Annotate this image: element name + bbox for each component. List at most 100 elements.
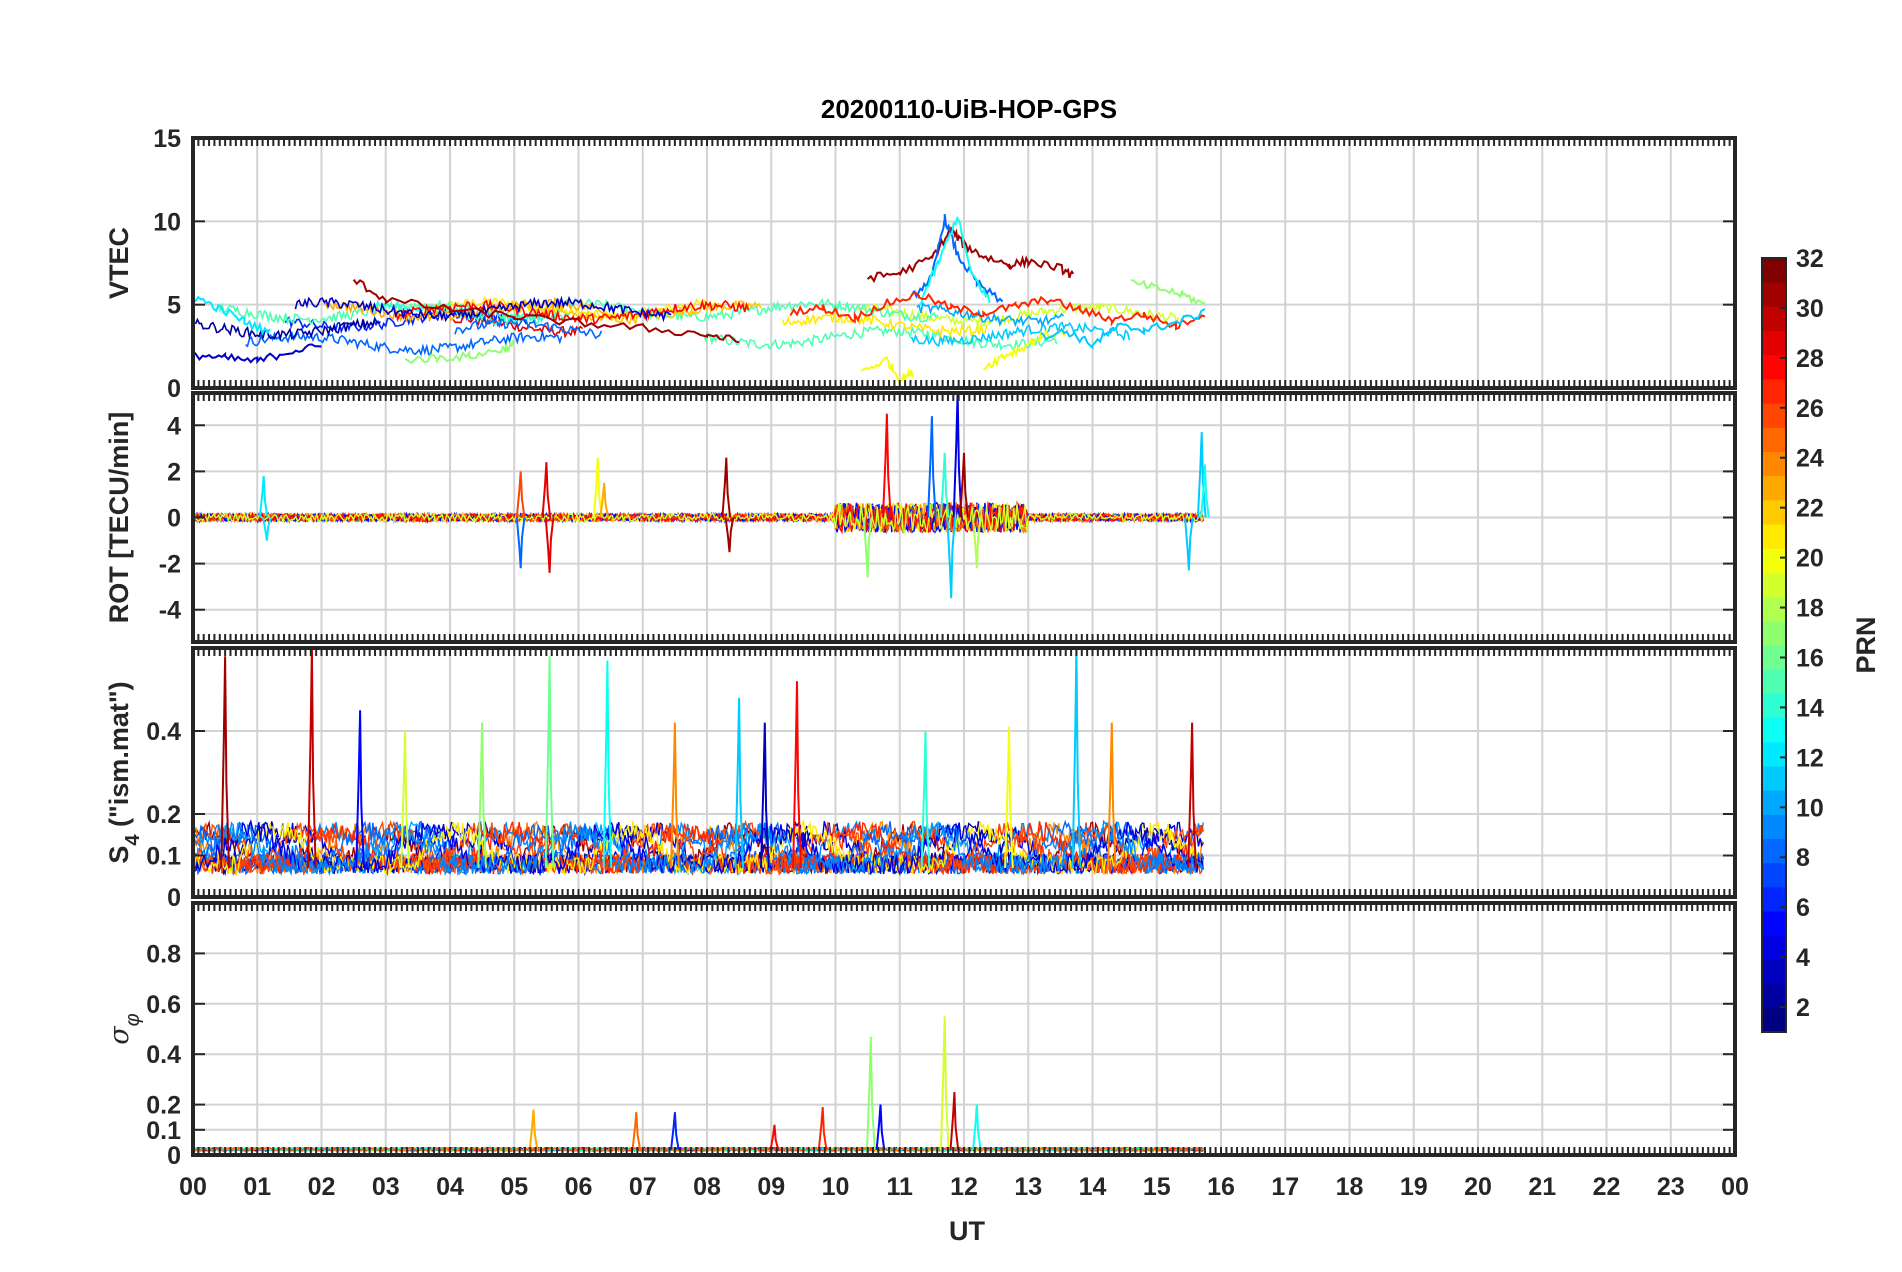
colorbar-segment (1762, 717, 1786, 743)
colorbar-label: PRN (1851, 616, 1881, 673)
spike-prn-17 (477, 722, 487, 869)
y-tick-label: 0.4 (146, 718, 181, 746)
colorbar-tick-label: 8 (1796, 844, 1810, 872)
colorbar-segment (1762, 790, 1786, 815)
colorbar-segment (1762, 524, 1786, 549)
y-tick-label: 0.1 (146, 1117, 181, 1145)
panel-s4: 0 0.1 0.2 0.4S4 ("ism.mat") (104, 646, 1737, 912)
series-prn-12 (193, 295, 271, 336)
x-tick-label: 23 (1657, 1173, 1685, 1201)
x-tick-label: 01 (243, 1173, 271, 1201)
x-tick-label: 06 (565, 1173, 593, 1201)
spike-prn-12 (258, 475, 269, 518)
x-tick-label: 20 (1464, 1173, 1492, 1201)
spike-prn-30 (949, 1091, 960, 1151)
colorbar-segment (1762, 258, 1786, 283)
spike-prn-20 (592, 457, 603, 518)
x-tick-label: 16 (1207, 1173, 1235, 1201)
spike-prn-31 (220, 656, 230, 869)
trace-prn-9 (193, 819, 1204, 877)
spike-prn-6 (670, 1112, 680, 1151)
trace-prn-11 (910, 321, 1131, 348)
series-prn-13 (918, 216, 991, 306)
spike-prn-26 (515, 471, 526, 518)
x-tick-label: 00 (1721, 1173, 1749, 1201)
colorbar-tick-label: 26 (1796, 395, 1824, 423)
y-axis-title-sigma: σφ (104, 1013, 144, 1044)
y-tick-label: 0 (167, 505, 181, 533)
spike-prn-31 (721, 457, 732, 518)
spike-prn-27 (817, 1107, 828, 1151)
trace-prn-4 (193, 819, 1204, 877)
colorbar-segment (1762, 959, 1786, 985)
minor-ticks-sigma (192, 903, 1736, 1155)
spike-prn-30 (1187, 722, 1197, 869)
x-tick-label: 08 (693, 1173, 721, 1201)
y-tick-label: 0.8 (146, 940, 181, 968)
spike-prn-17 (862, 517, 873, 578)
y-tick-label: 10 (153, 208, 181, 236)
colorbar-segment (1762, 572, 1786, 598)
x-tick-label: 19 (1400, 1173, 1428, 1201)
y-tick-label: -2 (159, 551, 181, 579)
series-s4 (193, 648, 1204, 877)
y-tick-label: 2 (167, 458, 181, 486)
colorbar-segment (1762, 911, 1786, 936)
x-axis-title: UT (949, 1216, 985, 1246)
colorbar-segment (1762, 306, 1786, 332)
panel-vtec: 0 5 10 15 VTEC (104, 125, 1737, 403)
x-axis: 00 01 02 03 04 05 06 07 08 09 10 11 12 13 14 15 16 17 18 19… (179, 1173, 1749, 1201)
chart-title: 20200110-UiB-HOP-GPS (821, 94, 1117, 124)
trace-prn-19 (193, 502, 1204, 535)
y-tick-label: 0.4 (146, 1041, 181, 1069)
spike-prn-28 (882, 413, 892, 518)
spike-prn-8 (927, 416, 937, 518)
grid-sigma (192, 903, 1736, 1156)
spike-prn-3 (760, 722, 770, 869)
spike-prn-11 (1071, 648, 1082, 869)
minor-ticks-rot (192, 393, 1736, 642)
colorbar-tick-label: 14 (1796, 694, 1824, 722)
series-rot (193, 393, 1210, 599)
colorbar-segment (1762, 693, 1786, 719)
spike-prn-11 (734, 697, 744, 869)
trace-prn-15 (555, 296, 939, 323)
x-tick-label: 15 (1143, 1173, 1171, 1201)
colorbar-segment (1762, 596, 1786, 622)
trace-prn-21 (781, 312, 988, 339)
trace-prn-15 (697, 323, 1058, 351)
x-tick-label: 04 (436, 1173, 464, 1201)
spike-prn-5 (355, 710, 365, 869)
trace-prn-9 (193, 820, 1204, 877)
spike-prn-23 (528, 1109, 539, 1151)
y-tick-label: 15 (153, 125, 181, 153)
trace-prn-25 (193, 1146, 1204, 1153)
x-tick-label: 05 (500, 1173, 528, 1201)
colorbar-segment (1762, 378, 1786, 404)
y-tick-label: 0.2 (146, 801, 181, 829)
colorbar-tick-label: 2 (1796, 994, 1810, 1022)
spike-prn-16 (544, 656, 555, 869)
spike-prn-13 (602, 660, 613, 869)
spike-prn-19 (400, 730, 410, 869)
y-tick-label: -4 (159, 597, 181, 625)
panel-sigma: 00.10.2 0.4 0.6 0.8 σφ (104, 901, 1737, 1170)
minor-ticks-s4 (192, 648, 1736, 897)
spike-prn-14 (920, 730, 931, 869)
x-tick-label: 21 (1528, 1173, 1556, 1201)
trace-prn-8 (245, 329, 563, 357)
colorbar-segment (1762, 983, 1786, 1009)
spike-prn-14 (939, 452, 950, 518)
spike-prn-30 (307, 648, 317, 869)
series-prn-17 (404, 339, 516, 365)
colorbar-tick-label: 16 (1796, 644, 1824, 672)
trace-prn-8 (454, 318, 603, 340)
x-tick-label: 13 (1014, 1173, 1042, 1201)
y-tick-label: 5 (167, 292, 181, 320)
y-tick-label: 0 (167, 375, 181, 403)
y-axis-title-vtec: VTEC (104, 227, 134, 299)
spike-prn-18 (972, 517, 982, 569)
series-prn-31 (352, 278, 740, 344)
trace-prn-27 (193, 821, 1204, 877)
